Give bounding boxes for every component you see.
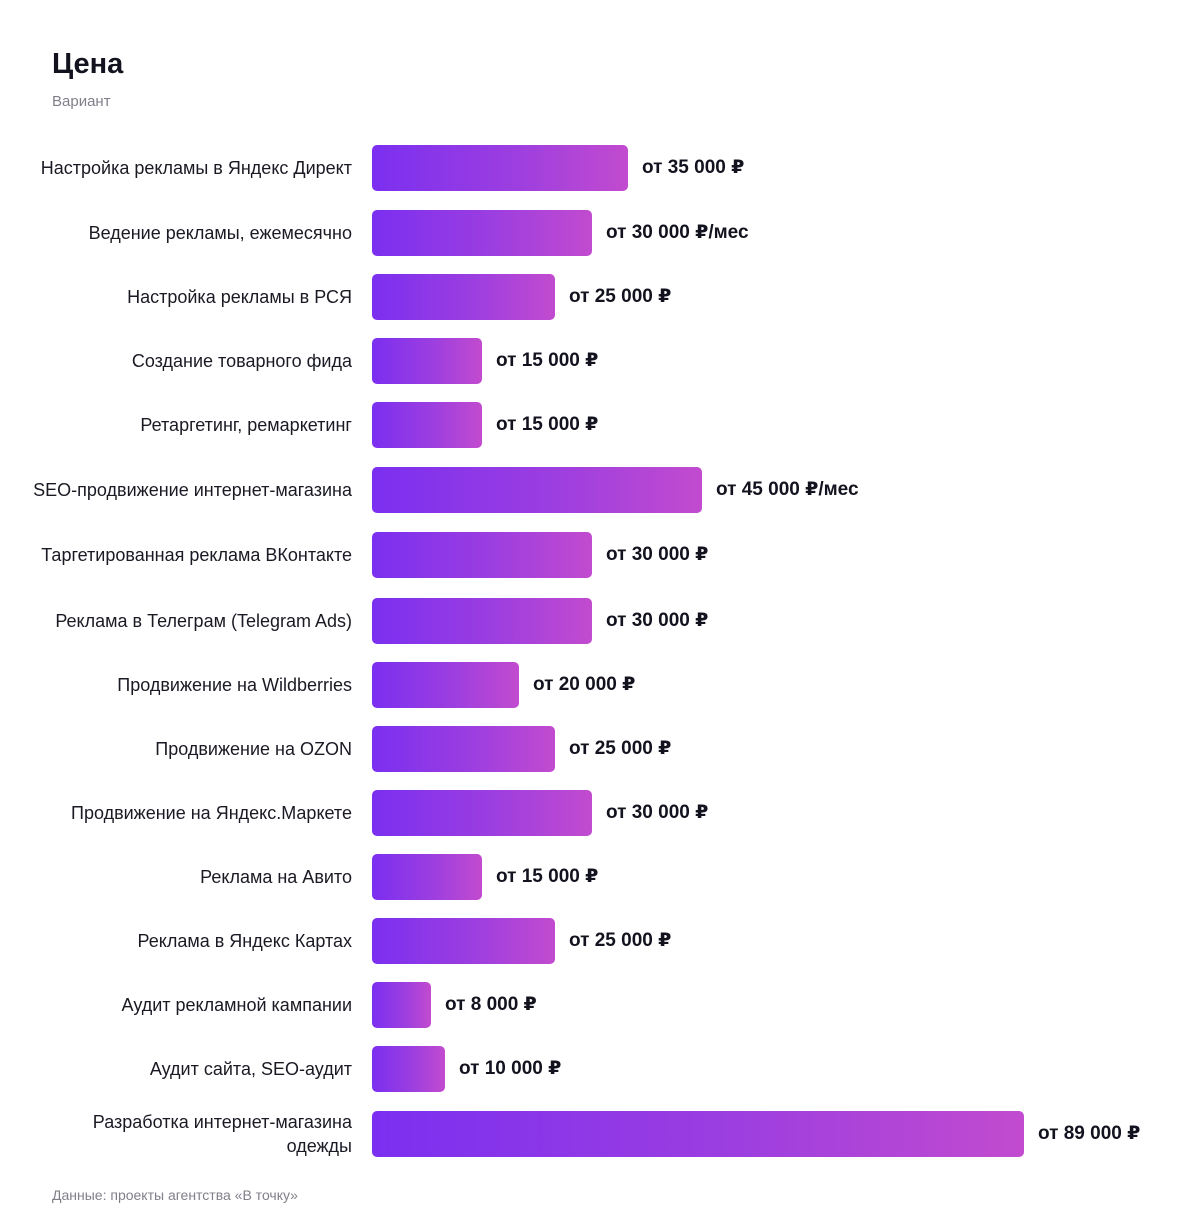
bar <box>372 467 702 513</box>
category-label: Аудит сайта, SEO-аудит <box>149 1059 352 1079</box>
category-label: Разработка интернет-магазина одежды <box>92 1112 352 1156</box>
bar <box>372 402 482 448</box>
value-label: от 8 000 ₽ <box>445 994 537 1015</box>
value-label: от 89 000 ₽ <box>1038 1123 1141 1144</box>
value-label: от 15 000 ₽ <box>496 866 599 887</box>
bar <box>372 1111 1024 1157</box>
bar <box>372 274 555 320</box>
category-label: Продвижение на Wildberries <box>117 675 352 695</box>
bar <box>372 532 592 578</box>
category-label: Таргетированная реклама ВКонтакте <box>41 545 352 565</box>
value-label: от 30 000 ₽ <box>606 544 709 565</box>
value-label: от 30 000 ₽/мес <box>606 222 749 243</box>
bar <box>372 210 592 256</box>
category-label: Настройка рекламы в Яндекс Директ <box>40 158 352 178</box>
bar <box>372 982 431 1028</box>
category-label: Реклама в Телеграм (Telegram Ads) <box>55 611 352 631</box>
category-label: Ретаргетинг, ремаркетинг <box>140 415 352 435</box>
value-label: от 10 000 ₽ <box>459 1058 562 1079</box>
category-label: Реклама в Яндекс Картах <box>137 931 352 951</box>
value-label: от 20 000 ₽ <box>533 674 636 695</box>
bar <box>372 662 519 708</box>
bar <box>372 338 482 384</box>
bar <box>372 790 592 836</box>
category-label: Аудит рекламной кампании <box>121 995 352 1015</box>
chart-title: Цена <box>52 48 124 80</box>
value-label: от 15 000 ₽ <box>496 414 599 435</box>
bar <box>372 1046 445 1092</box>
value-label: от 30 000 ₽ <box>606 802 709 823</box>
source-note: Данные: проекты агентства «В точку» <box>52 1187 298 1203</box>
bar <box>372 598 592 644</box>
value-label: от 25 000 ₽ <box>569 286 672 307</box>
bar <box>372 918 555 964</box>
category-label: SEO-продвижение интернет-магазина <box>33 480 352 500</box>
bar <box>372 726 555 772</box>
value-label: от 25 000 ₽ <box>569 930 672 951</box>
category-label: Ведение рекламы, ежемесячно <box>88 223 352 243</box>
value-label: от 30 000 ₽ <box>606 610 709 631</box>
value-label: от 45 000 ₽/мес <box>716 479 859 500</box>
category-label: Продвижение на OZON <box>155 739 352 759</box>
category-label: Продвижение на Яндекс.Маркете <box>71 803 352 823</box>
category-label: Настройка рекламы в РСЯ <box>127 287 352 307</box>
value-label: от 15 000 ₽ <box>496 350 599 371</box>
value-label: от 35 000 ₽ <box>642 157 745 178</box>
category-label: Создание товарного фида <box>131 351 352 371</box>
value-label: от 25 000 ₽ <box>569 738 672 759</box>
bar <box>372 145 628 191</box>
chart-subtitle: Вариант <box>52 93 111 110</box>
category-label: Реклама на Авито <box>200 867 352 887</box>
bar <box>372 854 482 900</box>
